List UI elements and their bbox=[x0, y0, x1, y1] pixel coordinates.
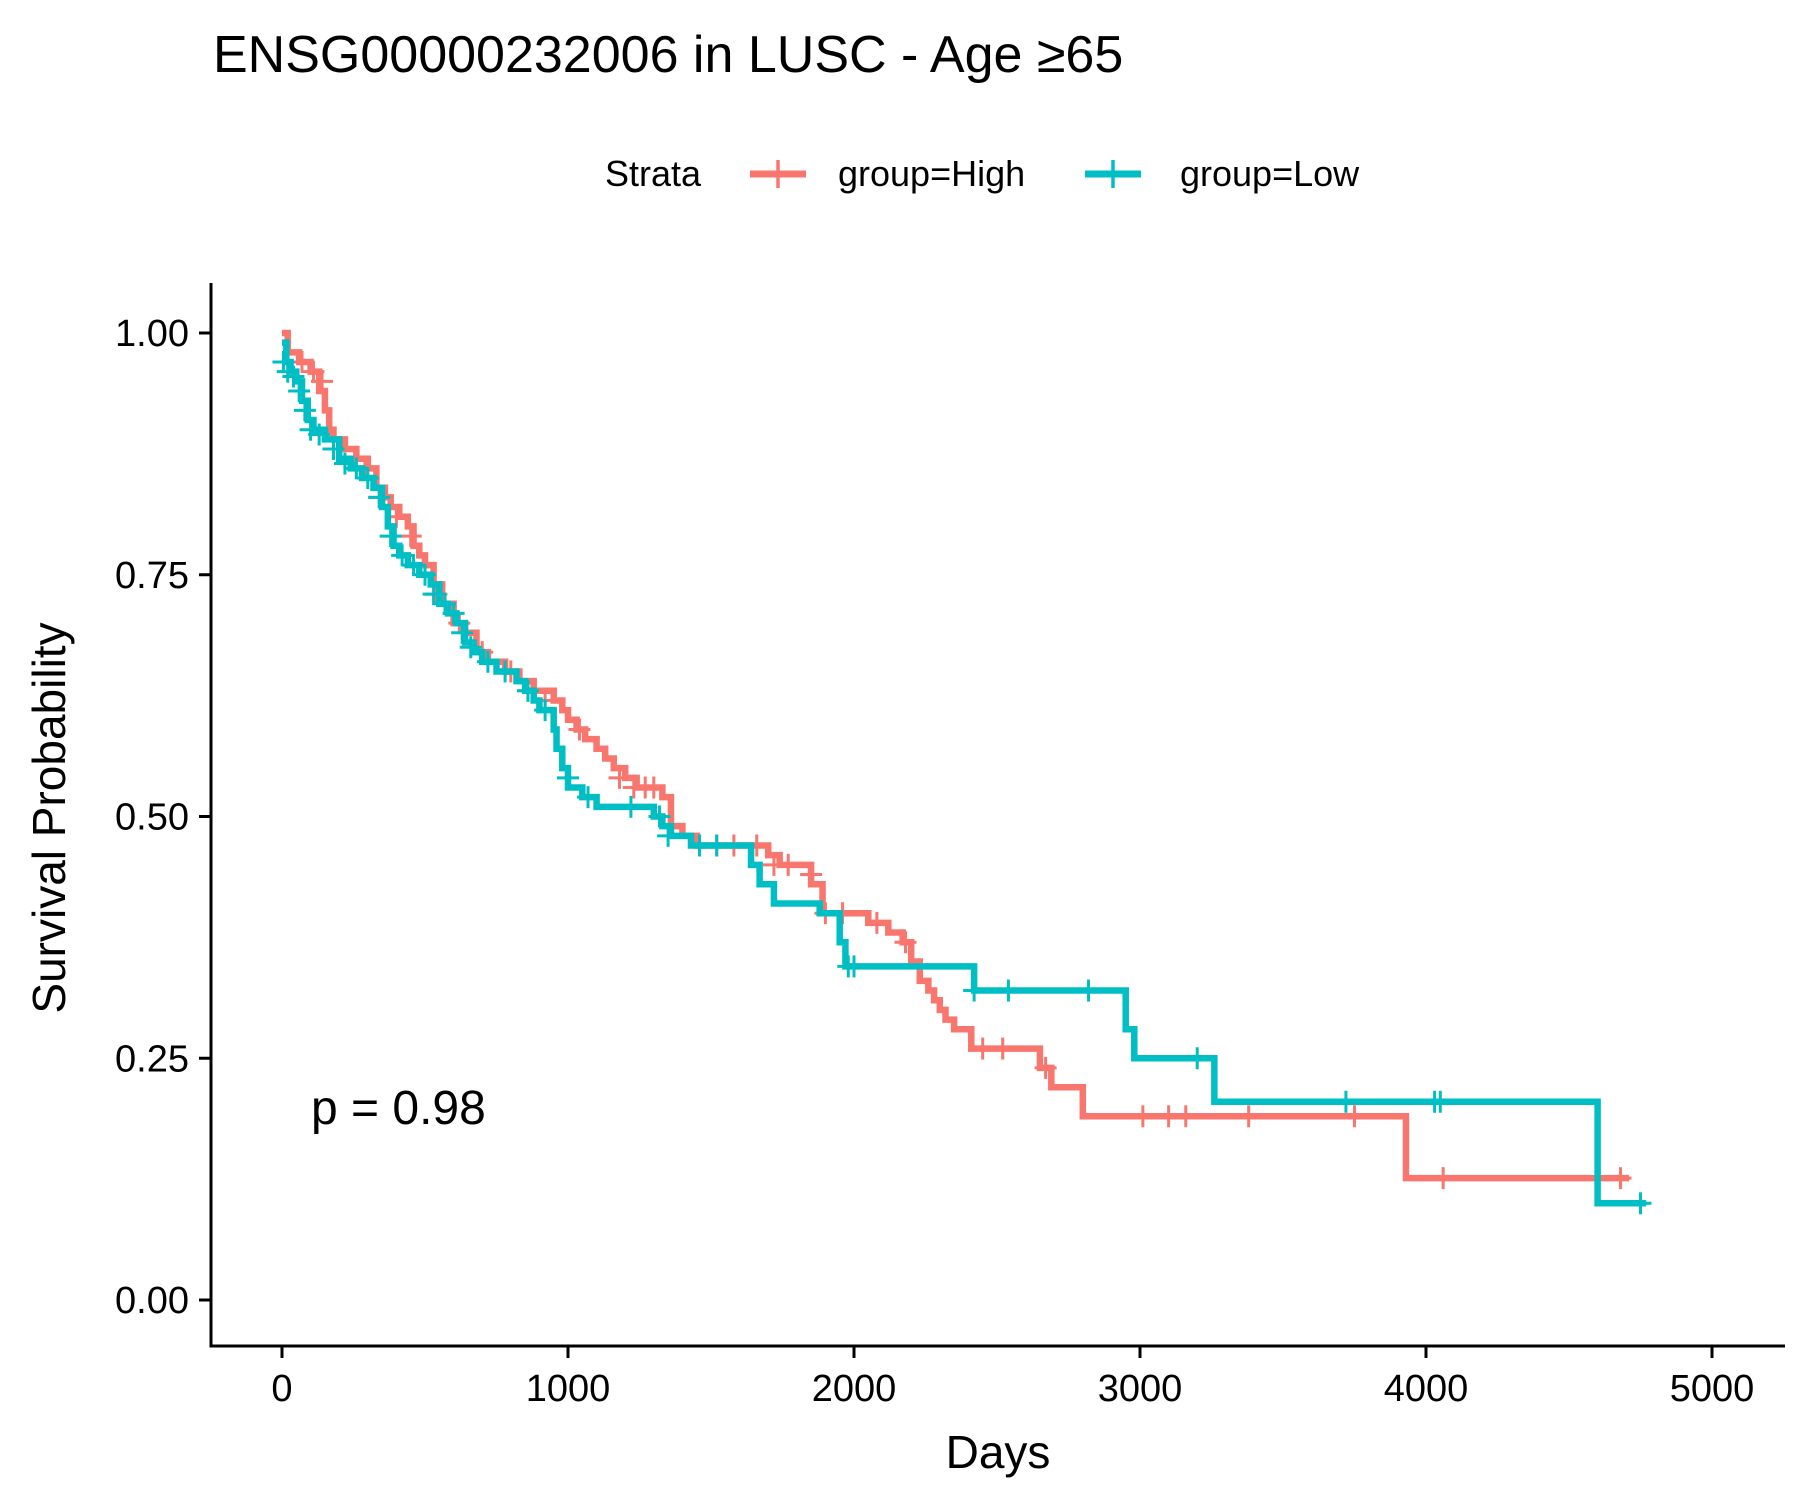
censor-mark bbox=[282, 365, 305, 388]
legend-label-low: group=Low bbox=[1180, 153, 1360, 194]
x-tick-label: 3000 bbox=[1098, 1368, 1183, 1410]
censor-mark bbox=[608, 766, 631, 789]
censor-mark bbox=[1343, 1105, 1366, 1128]
censor-mark bbox=[414, 563, 436, 586]
censor-mark bbox=[963, 979, 986, 1002]
legend-key-high bbox=[750, 160, 806, 188]
censor-mark bbox=[577, 786, 600, 809]
censor-mark bbox=[991, 1037, 1014, 1060]
axes: 0 1000 2000 3000 4000 5000 0.00 0.25 0.50 0.75 1.0… bbox=[115, 283, 1785, 1410]
legend-label-high: group=High bbox=[838, 153, 1025, 194]
censor-mark bbox=[642, 776, 665, 799]
x-axis-title: Days bbox=[946, 1426, 1051, 1478]
survival-curve-group-low bbox=[282, 339, 1647, 1207]
censor-mark bbox=[705, 834, 728, 857]
censor-mark bbox=[1432, 1167, 1455, 1190]
censor-mark bbox=[391, 544, 414, 567]
y-tick-label: 0.75 bbox=[115, 555, 189, 597]
censor-mark bbox=[1609, 1167, 1632, 1190]
censor-mark bbox=[494, 660, 517, 683]
censor-mark bbox=[345, 457, 368, 480]
series-group-high bbox=[282, 329, 1632, 1190]
y-tick-label: 1.00 bbox=[115, 313, 189, 355]
censor-mark bbox=[356, 467, 379, 490]
y-tick-label: 0.50 bbox=[115, 797, 189, 839]
censor-mark bbox=[1334, 1090, 1357, 1113]
censor-mark bbox=[368, 486, 391, 509]
censor-mark bbox=[843, 955, 865, 978]
censor-mark bbox=[402, 554, 425, 577]
censor-mark bbox=[293, 399, 316, 422]
censor-mark bbox=[516, 679, 539, 702]
censor-mark bbox=[894, 931, 917, 954]
legend-title: Strata bbox=[605, 153, 702, 194]
censor-mark bbox=[333, 452, 356, 475]
y-tick-label: 0.25 bbox=[115, 1038, 189, 1080]
censor-mark bbox=[800, 863, 823, 886]
censor-mark bbox=[379, 525, 402, 548]
censor-mark bbox=[648, 805, 671, 828]
x-tick-label: 4000 bbox=[1384, 1368, 1469, 1410]
censor-mark bbox=[777, 853, 800, 876]
censor-mark bbox=[1077, 979, 1100, 1002]
legend: Strata group=High group=Low bbox=[605, 153, 1360, 194]
censor-mark bbox=[276, 360, 299, 383]
censor-mark bbox=[442, 602, 465, 625]
censor-mark bbox=[1629, 1192, 1652, 1215]
censor-mark bbox=[534, 699, 557, 722]
censor-mark bbox=[997, 979, 1020, 1002]
censor-mark bbox=[1429, 1090, 1452, 1113]
censor-mark bbox=[557, 766, 579, 789]
censor-mark bbox=[288, 380, 311, 403]
censor-mark bbox=[619, 795, 642, 818]
x-tick-label: 5000 bbox=[1670, 1368, 1755, 1410]
censor-mark bbox=[1174, 1105, 1197, 1128]
series-layer bbox=[272, 329, 1652, 1215]
y-axis-title: Survival Probability bbox=[23, 622, 75, 1013]
censor-mark bbox=[1131, 1105, 1154, 1128]
censor-mark bbox=[459, 636, 482, 659]
series-group-low bbox=[272, 339, 1652, 1215]
censor-mark bbox=[568, 718, 591, 741]
censor-mark bbox=[657, 824, 680, 847]
censor-mark bbox=[1186, 1047, 1209, 1070]
censor-mark bbox=[311, 370, 334, 393]
censor-mark bbox=[1237, 1105, 1260, 1128]
censor-mark bbox=[422, 583, 445, 606]
legend-key-low bbox=[1085, 160, 1141, 188]
x-tick-label: 2000 bbox=[812, 1368, 897, 1410]
censor-mark bbox=[291, 351, 314, 374]
x-tick-label: 1000 bbox=[526, 1368, 611, 1410]
censor-mark bbox=[322, 438, 345, 461]
censor-mark bbox=[1034, 1056, 1057, 1079]
censor-mark bbox=[308, 423, 331, 446]
survival-curve-group-high bbox=[282, 329, 1630, 1182]
censor-mark bbox=[865, 911, 888, 934]
p-value-annotation: p = 0.98 bbox=[311, 1082, 486, 1135]
censor-mark bbox=[971, 1037, 994, 1060]
censor-mark bbox=[272, 351, 295, 374]
chart-title: ENSG00000232006 in LUSC - Age ≥65 bbox=[213, 26, 1123, 84]
censor-mark bbox=[476, 650, 499, 673]
censor-mark bbox=[451, 621, 474, 644]
y-tick-label: 0.00 bbox=[115, 1280, 189, 1322]
x-tick-label: 0 bbox=[271, 1368, 292, 1410]
censor-mark bbox=[399, 525, 422, 548]
